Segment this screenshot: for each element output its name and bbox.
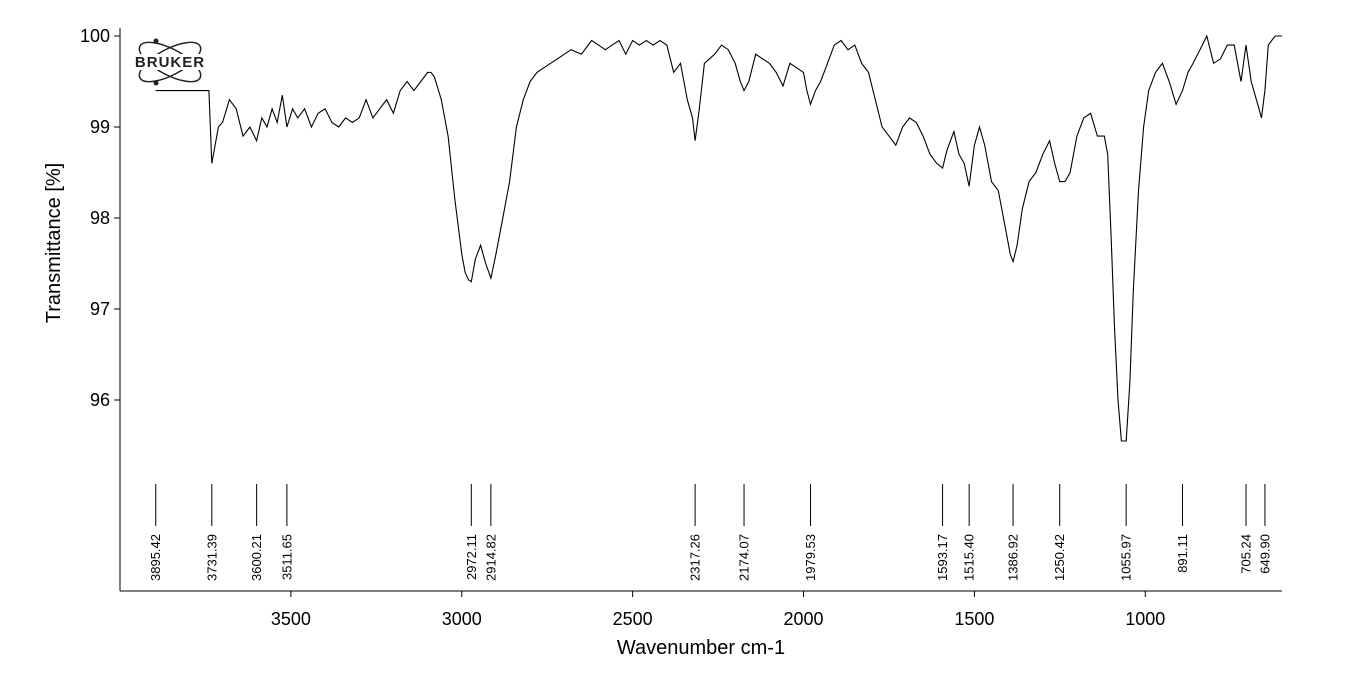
y-tick-label: 99 <box>90 117 110 137</box>
peak-label: 2972.11 <box>464 534 479 580</box>
peak-label: 2174.07 <box>737 534 752 581</box>
peak-label: 891.11 <box>1175 534 1190 573</box>
peak-label: 3731.39 <box>204 534 219 581</box>
logo-text: BRUKER <box>135 54 205 71</box>
y-axis-label: Transmittance [%] <box>43 163 65 323</box>
x-axis-label: Wavenumber cm-1 <box>617 637 785 659</box>
spectrum-line <box>155 34 1282 442</box>
peak-label: 2914.82 <box>483 534 498 581</box>
x-tick-label: 2000 <box>784 609 824 629</box>
peak-label: 1979.53 <box>803 534 818 581</box>
peak-label: 3895.42 <box>148 534 163 581</box>
peak-label: 3511.65 <box>279 534 294 580</box>
peak-label: 1250.42 <box>1052 534 1067 581</box>
peak-label: 649.90 <box>1257 534 1272 574</box>
x-tick-label: 3500 <box>271 609 311 629</box>
peak-label: 3600.21 <box>249 534 264 581</box>
logo-text-backdrop <box>124 54 216 70</box>
y-tick-label: 96 <box>90 390 110 410</box>
x-tick-label: 1500 <box>954 609 994 629</box>
peak-label: 1515.40 <box>962 534 977 581</box>
bruker-logo: BRUKER <box>124 38 216 86</box>
peak-markers: 3895.42 3731.39 3600.21 3511.65 2972.11 2914.… <box>148 484 1272 581</box>
x-tick-label: 1000 <box>1125 609 1165 629</box>
y-tick-label: 97 <box>90 299 110 319</box>
x-tick-label: 3000 <box>442 609 482 629</box>
peak-label: 1386.92 <box>1006 534 1021 581</box>
y-tick-label: 98 <box>90 208 110 228</box>
peak-label: 1055.97 <box>1119 534 1134 581</box>
x-ticks: 3500 3000 2500 2000 1500 1000 <box>271 591 1165 629</box>
y-ticks: 96 97 98 99 100 <box>80 26 120 410</box>
x-tick-label: 2500 <box>613 609 653 629</box>
y-tick-label: 100 <box>80 26 110 46</box>
peak-label: 1593.17 <box>935 534 950 581</box>
logo-dot-bottom <box>153 80 159 86</box>
logo-orbit-1 <box>138 41 202 83</box>
logo-orbit-2 <box>138 41 202 83</box>
peak-label: 2317.26 <box>688 534 703 581</box>
peak-label: 705.24 <box>1239 534 1254 574</box>
logo-dot-top <box>153 38 159 44</box>
